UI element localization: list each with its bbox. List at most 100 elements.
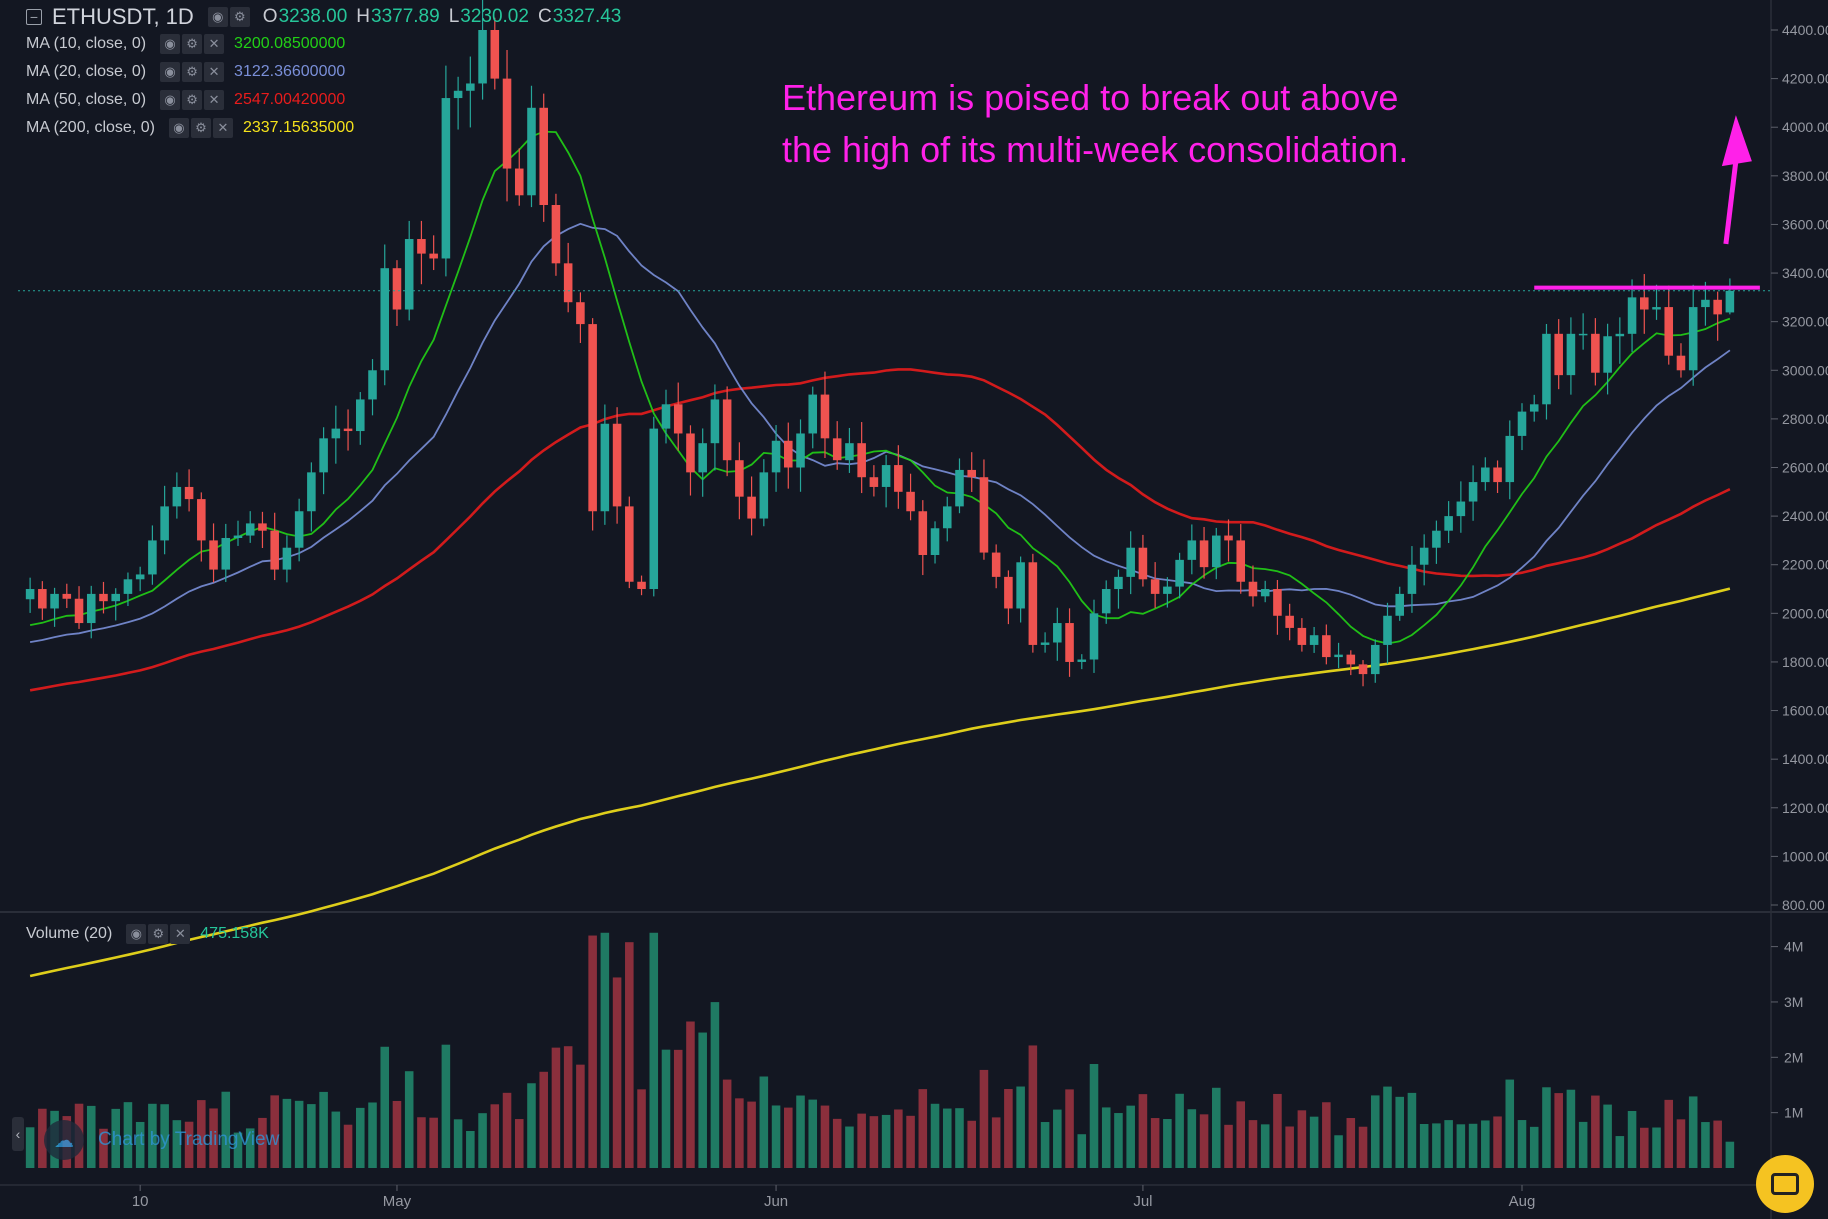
volume-series xyxy=(25,932,1735,1168)
visibility-eye-icon[interactable]: ◉ xyxy=(126,924,147,944)
candle-body xyxy=(1640,297,1649,310)
volume-bar xyxy=(1701,1122,1710,1168)
volume-bar xyxy=(1309,1116,1319,1168)
volume-bar xyxy=(1089,1064,1099,1168)
chat-button[interactable] xyxy=(1756,1155,1814,1213)
candle-body xyxy=(392,268,402,310)
remove-close-icon[interactable]: ✕ xyxy=(212,118,233,138)
volume-bar xyxy=(1163,1119,1172,1168)
candle-body xyxy=(1578,333,1588,336)
candle-body xyxy=(930,528,940,555)
collapse-panel-chevron-left-icon[interactable]: ‹ xyxy=(12,1117,24,1151)
volume-bar xyxy=(429,1117,438,1168)
candle-body xyxy=(1505,435,1515,483)
settings-gear-icon[interactable]: ⚙ xyxy=(190,118,211,138)
candle-body xyxy=(233,535,243,538)
ohlc-low-label: L xyxy=(448,6,460,27)
candle-body xyxy=(612,423,622,507)
volume-bar xyxy=(1016,1086,1025,1168)
candle-body xyxy=(735,460,744,497)
collapse-legend-icon[interactable]: − xyxy=(26,9,42,25)
candle-body xyxy=(245,523,255,536)
settings-gear-icon[interactable]: ⚙ xyxy=(182,62,203,82)
volume-bar xyxy=(38,1108,47,1168)
candle-body xyxy=(747,496,756,519)
volume-bar xyxy=(184,1121,194,1168)
candle-body xyxy=(466,83,475,91)
price-tick-label: 2600.00 xyxy=(1782,460,1828,476)
chat-bubble-icon xyxy=(1771,1173,1799,1195)
candle-body xyxy=(417,239,426,254)
price-tick-label: 3400.00 xyxy=(1782,265,1828,281)
price-tick-label: 3800.00 xyxy=(1782,168,1828,184)
visibility-eye-icon[interactable]: ◉ xyxy=(168,118,189,138)
volume-bar xyxy=(25,1127,35,1168)
volume-bar xyxy=(735,1098,744,1168)
volume-bar xyxy=(135,1121,145,1168)
volume-bar xyxy=(245,1128,255,1168)
remove-close-icon[interactable]: ✕ xyxy=(204,62,225,82)
volume-bar xyxy=(1053,1109,1062,1168)
candle-body xyxy=(307,472,316,512)
candle-body xyxy=(380,268,390,371)
time-tick-label: May xyxy=(383,1193,412,1210)
candle-body xyxy=(1591,333,1600,373)
candle-body xyxy=(784,440,793,468)
volume-bar xyxy=(551,1047,561,1168)
volume-bar xyxy=(160,1104,169,1168)
price-tick-label: 800.00 xyxy=(1782,897,1825,913)
volume-bar xyxy=(1028,1045,1038,1168)
candle-body xyxy=(808,394,818,434)
candle-body xyxy=(1701,299,1710,308)
volume-bar xyxy=(123,1102,133,1168)
candle-body xyxy=(857,443,866,478)
volume-bar xyxy=(86,1105,96,1168)
volume-bar xyxy=(1664,1099,1674,1168)
candle-body xyxy=(282,547,292,570)
volume-bar xyxy=(576,1064,585,1168)
settings-gear-icon[interactable]: ⚙ xyxy=(148,924,169,944)
visibility-eye-icon[interactable]: ◉ xyxy=(160,90,181,110)
candle-body xyxy=(148,540,157,575)
candle-body xyxy=(759,472,769,519)
annotation-line-1: Ethereum is poised to break out above xyxy=(782,77,1399,118)
volume-bar xyxy=(1615,1136,1625,1168)
settings-gear-icon[interactable]: ⚙ xyxy=(182,90,203,110)
ohlc-close: 3327.43 xyxy=(552,6,622,27)
moving-average-line xyxy=(29,130,1731,645)
candle-body xyxy=(1273,589,1282,616)
volume-bar xyxy=(930,1103,940,1168)
volume-bar xyxy=(869,1116,879,1168)
volume-bar xyxy=(1138,1094,1148,1168)
remove-close-icon[interactable]: ✕ xyxy=(170,924,191,944)
ohlc-low: 3230.02 xyxy=(460,6,529,27)
volume-bar xyxy=(808,1099,818,1168)
remove-close-icon[interactable]: ✕ xyxy=(204,34,225,54)
volume-bar xyxy=(918,1089,928,1168)
candle-body xyxy=(221,537,231,570)
visibility-eye-icon[interactable]: ◉ xyxy=(160,62,181,82)
candle-body xyxy=(404,239,414,310)
volume-bar xyxy=(1199,1114,1209,1168)
volume-bar xyxy=(270,1095,279,1168)
settings-gear-icon[interactable]: ⚙ xyxy=(182,34,203,54)
indicator-label: MA (10, close, 0) xyxy=(26,35,147,52)
candle-body xyxy=(1566,333,1576,376)
remove-close-icon[interactable]: ✕ xyxy=(204,90,225,110)
annotation-line-2: the high of its multi-week consolidation… xyxy=(782,129,1409,170)
candle-body xyxy=(1309,635,1319,645)
visibility-eye-icon[interactable]: ◉ xyxy=(160,34,181,54)
volume-bar xyxy=(1114,1113,1123,1168)
price-tick-label: 2800.00 xyxy=(1782,411,1828,427)
candle-body xyxy=(1395,593,1404,616)
volume-bar xyxy=(1236,1101,1246,1168)
candle-body xyxy=(368,370,377,400)
visibility-eye-icon[interactable]: ◉ xyxy=(207,7,228,27)
settings-gear-icon[interactable]: ⚙ xyxy=(229,7,250,27)
volume-bar xyxy=(1358,1126,1368,1168)
candle-body xyxy=(172,486,182,507)
volume-bar xyxy=(600,932,610,1168)
tradingview-watermark[interactable]: ☁ Chart by TradingView xyxy=(44,1120,279,1160)
volume-bar xyxy=(282,1098,292,1168)
